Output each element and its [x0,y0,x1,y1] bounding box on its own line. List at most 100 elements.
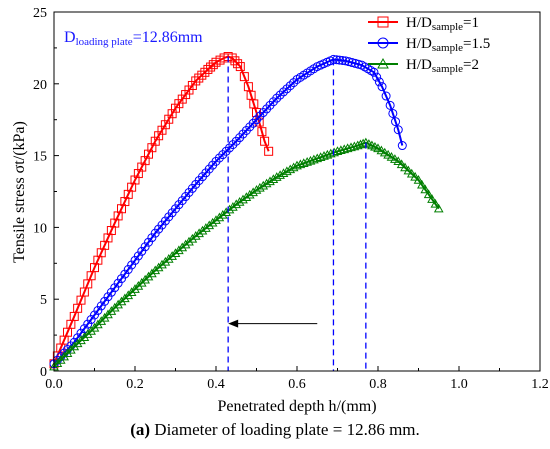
series-marker [184,236,194,246]
series-marker [93,255,103,265]
series-marker [331,55,341,65]
annotation-main: D [64,29,76,46]
series-marker [336,145,346,155]
x-tick-label: 0.0 [45,377,63,392]
series-marker [258,180,269,190]
series-marker [113,278,123,288]
series-marker [197,225,208,235]
series-marker [184,85,194,95]
series-marker [147,143,157,153]
legend-marker [377,16,389,28]
series-marker [372,72,382,82]
x-tick-label: 1.2 [531,377,549,392]
series-marker [194,228,204,238]
caption-label: (a) [130,420,151,439]
x-tick-label: 0.8 [369,377,387,392]
series-marker [228,140,238,150]
series-marker [400,162,410,172]
series-marker [103,233,113,243]
series-marker [288,162,299,172]
loading-plate-annotation: Dloading plate=12.86mm [64,29,203,48]
series-marker [319,151,329,160]
legend-label-value: =2 [463,57,479,73]
series-marker [218,150,228,160]
series-marker [349,141,360,151]
series-marker [100,296,110,306]
series-marker [164,114,174,124]
series-marker [285,164,296,174]
series-marker [197,70,207,80]
series-marker [225,143,234,153]
series-marker [251,185,262,194]
series-marker [117,204,126,214]
series-marker [194,73,204,83]
series-marker [278,168,289,178]
series-marker [90,310,99,320]
legend-label-main: H/D [406,36,432,52]
series-marker [150,265,161,275]
series-marker [106,287,116,297]
x-tick-label: 0.6 [288,377,306,392]
series-marker [275,170,285,179]
series-marker [153,262,164,272]
series-marker [181,90,191,100]
series-marker [235,62,245,72]
series-marker [203,64,213,74]
series-marker [265,176,275,186]
series-marker [332,146,343,155]
legend-item: H/Dsample=2 [368,57,479,75]
series-marker [344,57,354,67]
legend: H/Dsample=1H/Dsample=1.5H/Dsample=2 [368,15,490,75]
series-marker [160,256,171,266]
legend-label-value: =1 [463,15,479,31]
series-marker [406,168,417,178]
legend-label-sub: sample [432,42,463,54]
series-marker [217,209,228,219]
y-axis-label: Tensile stress σt/(kPa) [11,121,28,263]
legend-label-sub: sample [432,21,463,33]
series-marker [137,162,147,172]
series-marker [261,178,272,188]
series-marker [206,62,216,72]
series-marker [341,56,351,66]
series-marker [427,194,437,203]
series-marker [130,255,140,265]
series-marker [214,153,224,163]
series-marker [285,81,295,91]
series-marker [417,179,427,189]
series-line [53,58,404,365]
series-marker [144,149,153,159]
series-marker [295,159,306,169]
series-marker [264,146,274,156]
series-marker [292,160,302,170]
arrow-head [228,319,239,328]
series-marker [260,136,270,146]
series-line [53,141,440,368]
legend-label: H/Dsample=2 [406,57,479,75]
series-marker [100,240,110,250]
series-marker [123,265,133,275]
series-marker [385,100,395,110]
series-marker [123,189,133,199]
series-marker [211,215,221,224]
series-marker [430,198,441,208]
series-2 [49,54,407,369]
series-marker [83,319,93,329]
series-marker [234,197,245,206]
axis-ticks: 0.0 0.2 0.4 0.6 0.8 1.0 1.2 0 5 10 15 20 25 [33,6,549,392]
series-marker [113,211,123,221]
series-marker [302,157,312,166]
legend-marker [377,37,389,49]
legend-label-sub: sample [432,63,463,75]
series-marker [201,223,211,232]
series-marker [272,93,282,103]
series-marker [171,103,180,113]
series-marker [391,117,401,127]
y-tick-label: 25 [33,6,47,21]
series-marker [190,230,201,240]
series-marker [154,131,164,141]
series-marker [191,76,201,86]
series-marker [275,90,285,100]
figure-caption: (a) Diameter of loading plate = 12.86 mm… [0,420,550,440]
series-marker [127,260,137,270]
